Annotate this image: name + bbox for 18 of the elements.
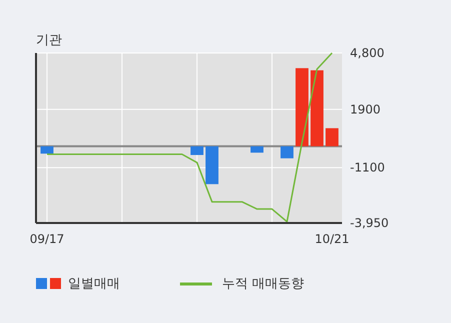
y-tick-label: -3,950 — [350, 216, 389, 230]
bar — [40, 146, 54, 154]
bar — [250, 146, 264, 153]
bar — [310, 70, 324, 146]
legend-label: 일별매매 — [68, 276, 120, 292]
legend-label: 누적 매매동향 — [222, 276, 304, 292]
y-tick-label: 1900 — [350, 102, 381, 116]
bar — [296, 68, 308, 146]
x-tick-label: 09/17 — [30, 232, 64, 246]
bar — [206, 146, 218, 184]
bar — [190, 146, 204, 155]
x-tick-label: 10/21 — [314, 232, 350, 246]
line-series — [46, 52, 333, 222]
chart-title: 기관 — [36, 33, 62, 48]
bar — [280, 146, 294, 158]
bar — [326, 128, 338, 146]
y-tick-label: 4,800 — [350, 46, 384, 60]
y-tick-label: -1100 — [350, 160, 385, 175]
